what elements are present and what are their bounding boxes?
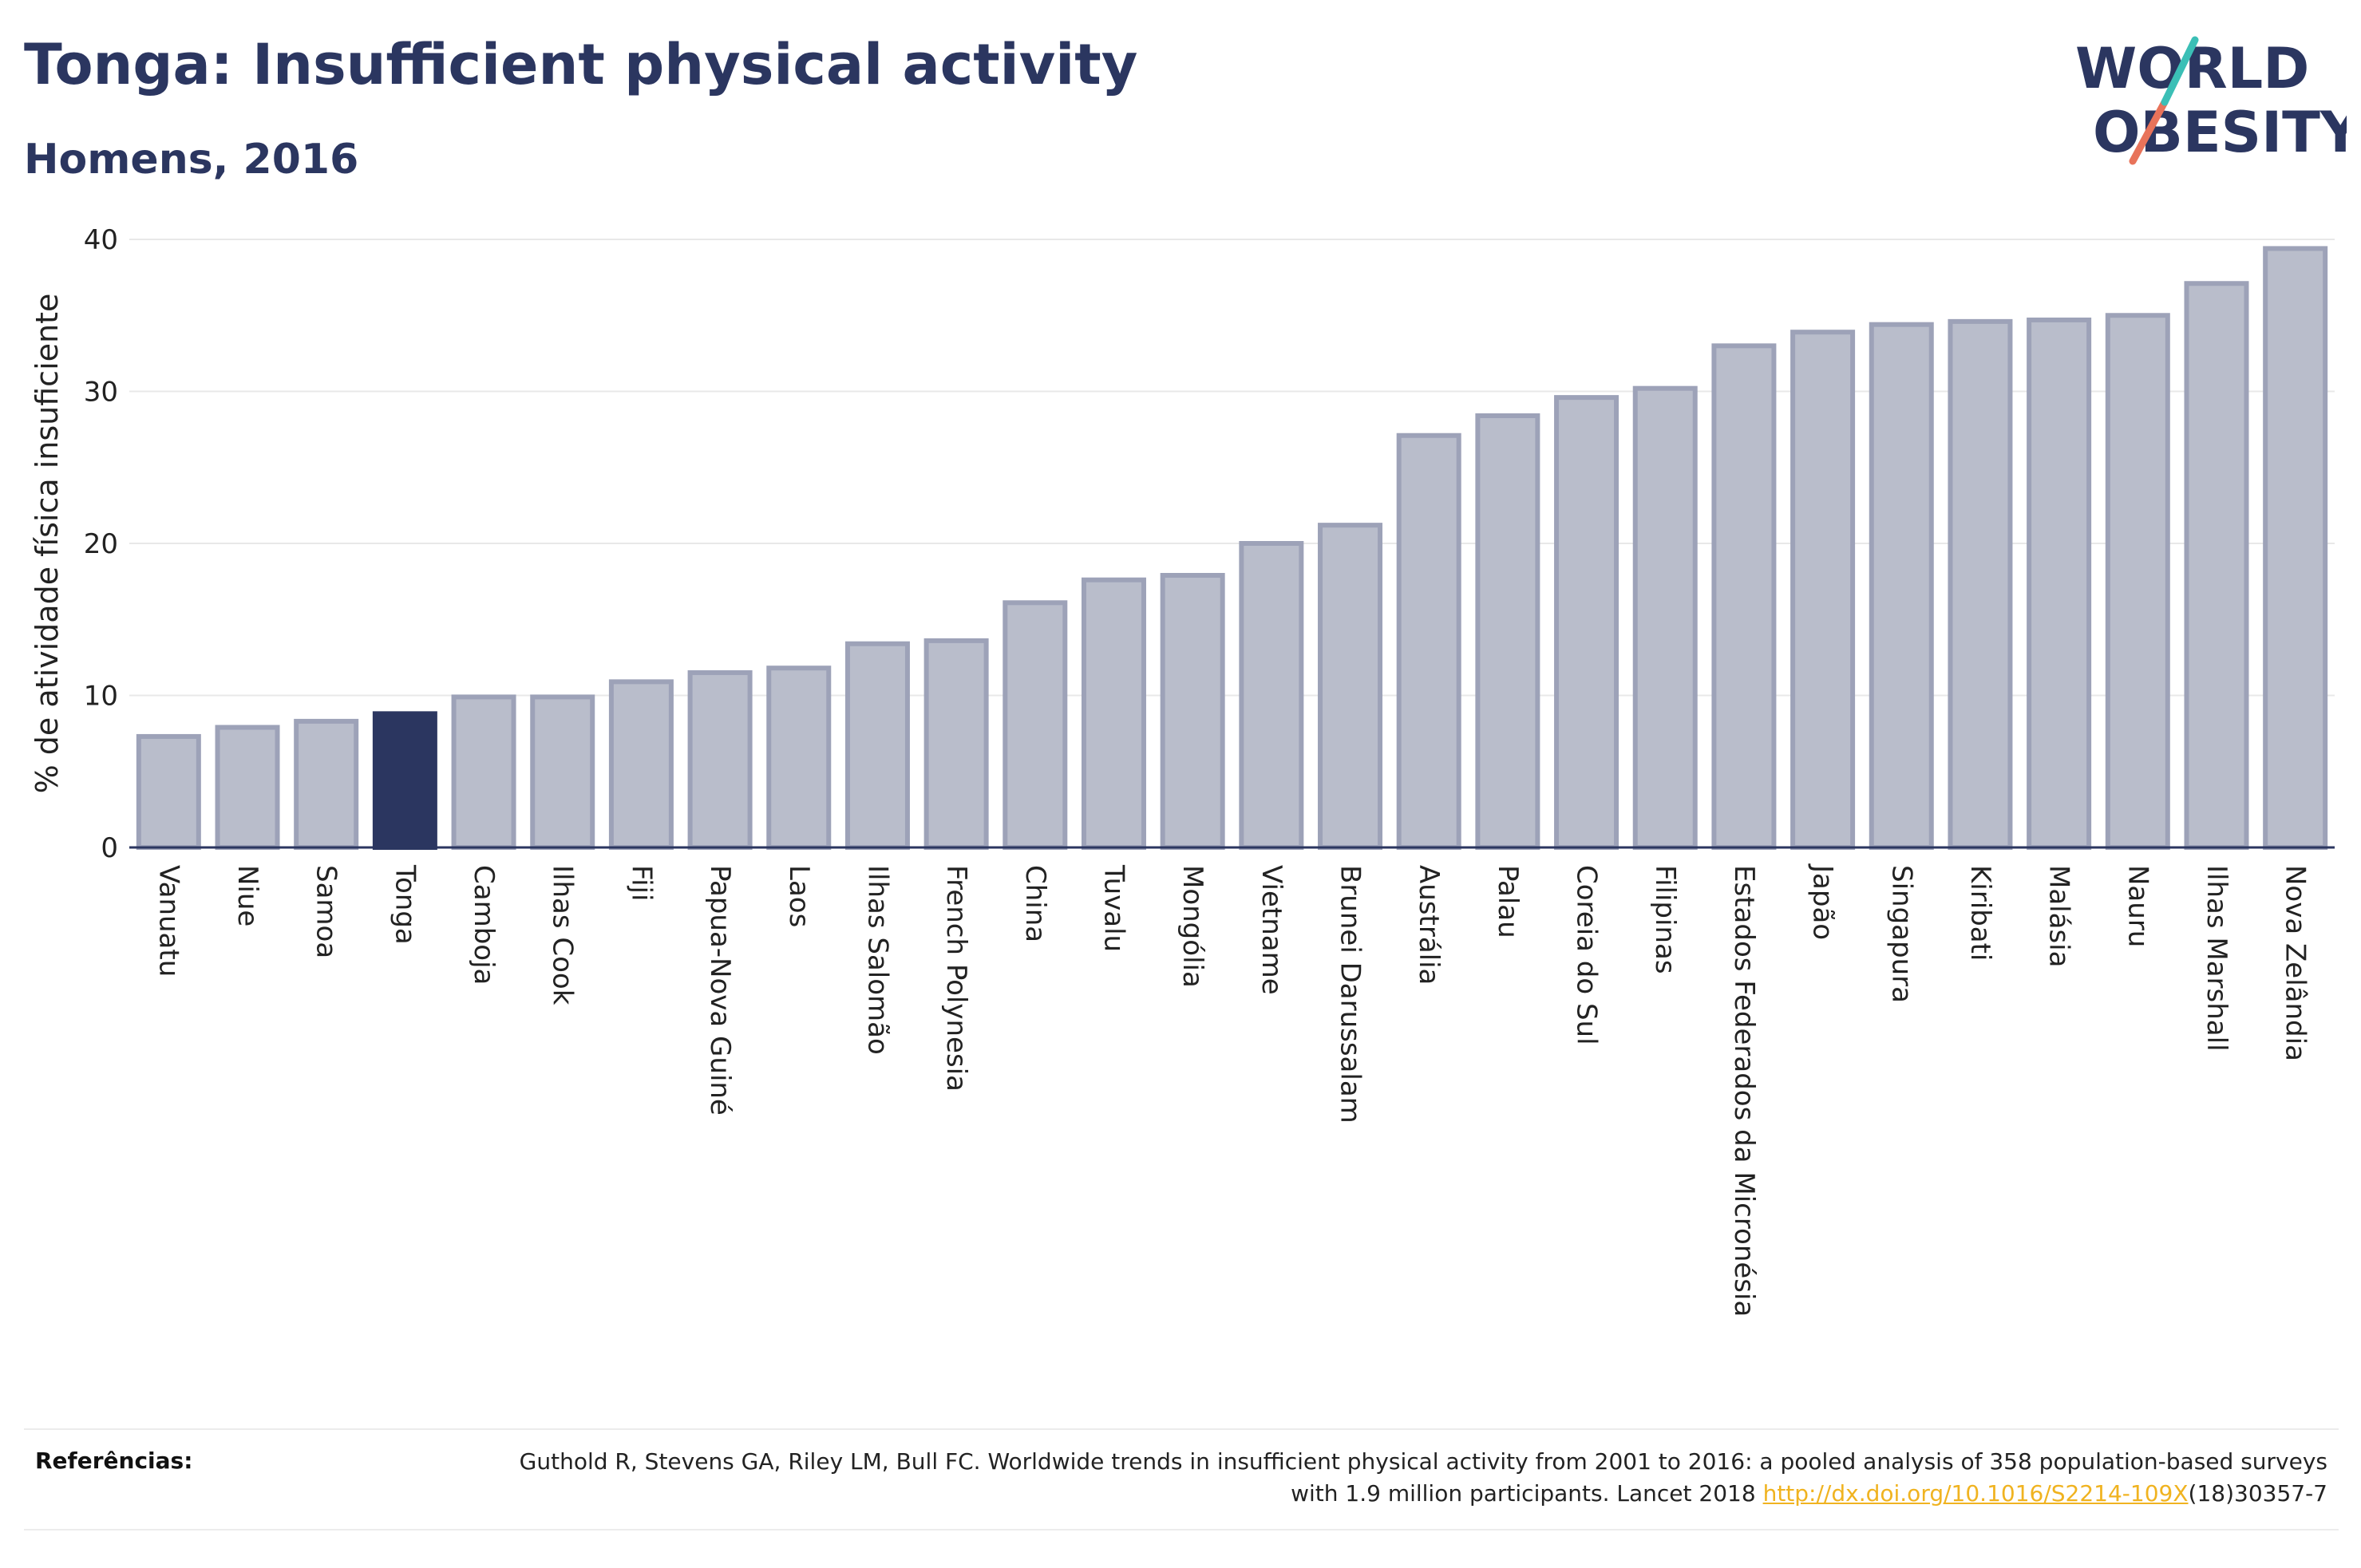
x-tick-label: Kiribati — [1964, 865, 1996, 961]
x-tick-label: Tuvalu — [1097, 864, 1129, 952]
references-footer: Referências: Guthold R, Stevens GA, Rile… — [24, 1428, 2339, 1530]
x-tick-label: Fiji — [625, 865, 657, 901]
x-tick-label: Estados Federados da Micronésia — [1728, 865, 1760, 1317]
bar — [530, 694, 595, 851]
bars — [136, 246, 2328, 851]
bar — [2263, 246, 2328, 850]
x-tick-label: Niue — [231, 865, 263, 926]
x-tick-label: Japão — [1807, 863, 1839, 940]
bar — [608, 679, 674, 850]
x-axis-ticks: Vanuatu Niue Samoa Tonga Camboja Ilhas Cook Fi… — [152, 863, 2311, 1317]
y-axis-ticks: 0 10 20 30 40 — [84, 224, 118, 864]
x-tick-label: Samoa — [310, 865, 342, 958]
bar — [923, 638, 989, 850]
bar — [1396, 432, 1461, 850]
chart-subtitle: Homens, 2016 — [24, 136, 359, 184]
bar — [215, 725, 280, 850]
bar — [687, 669, 753, 850]
x-tick-label: French Polynesia — [940, 865, 972, 1092]
x-tick-label: Laos — [783, 865, 815, 927]
y-tick-label: 40 — [84, 224, 118, 256]
x-tick-label: Ilhas Cook — [547, 865, 579, 1005]
x-tick-label: Tonga — [389, 864, 421, 945]
bar — [2184, 281, 2249, 850]
x-tick-label: Nova Zelândia — [2280, 865, 2312, 1061]
x-tick-label: Nauru — [2122, 865, 2153, 947]
reference-doi-link[interactable]: http://dx.doi.org/10.1016/S2214-109X — [1762, 1480, 2189, 1507]
x-tick-label: Filipinas — [1649, 865, 1681, 974]
x-tick-label: Malásia — [2043, 865, 2075, 967]
bar — [451, 694, 516, 851]
chart-title: Tonga: Insufficient physical activity — [24, 32, 1138, 97]
x-tick-label: Singapura — [1885, 865, 1917, 1003]
bar-highlight — [372, 711, 437, 850]
bar — [1318, 523, 1383, 850]
x-tick-label: Austrália — [1413, 865, 1445, 985]
bar — [1869, 322, 1934, 850]
bar — [294, 718, 359, 851]
y-tick-label: 0 — [101, 832, 118, 864]
x-tick-label: Ilhas Salomão — [861, 865, 893, 1055]
x-tick-label: Ilhas Marshall — [2201, 865, 2232, 1052]
x-tick-label: Mongólia — [1177, 865, 1208, 988]
y-tick-label: 10 — [84, 681, 118, 713]
bar — [1239, 541, 1304, 850]
x-tick-label: Vanuatu — [152, 865, 184, 977]
reference-citation: Guthold R, Stevens GA, Riley LM, Bull FC… — [519, 1448, 2327, 1507]
reference-citation-suffix: (18)30357-7 — [2188, 1480, 2327, 1507]
x-tick-label: Palau — [1492, 865, 1524, 938]
bar — [2027, 317, 2092, 850]
bar — [1711, 343, 1777, 851]
y-tick-label: 20 — [84, 528, 118, 560]
bar — [1632, 385, 1698, 850]
x-tick-label: Brunei Darussalam — [1335, 865, 1366, 1124]
bar — [1160, 573, 1225, 850]
bar — [1554, 395, 1619, 850]
bar — [766, 666, 832, 851]
x-tick-label: China — [1019, 865, 1051, 942]
bar — [136, 733, 201, 850]
x-tick-label: Vietname — [1256, 865, 1287, 995]
x-tick-label: Papua-Nova Guiné — [704, 865, 736, 1116]
world-obesity-logo: WORLD OBESITY — [2075, 36, 2347, 165]
y-axis-label: % de atividade física insuficiente — [30, 294, 65, 794]
bar — [1948, 318, 2013, 850]
bar — [844, 641, 910, 850]
references-label: Referências: — [35, 1448, 193, 1474]
bar-chart: 0 10 20 30 40 Vanuatu Niue Samoa Tonga Camboja Il… — [30, 224, 2335, 1317]
bar — [1003, 600, 1068, 850]
bar — [1790, 330, 1856, 850]
bar — [1081, 577, 1146, 850]
y-tick-label: 30 — [84, 377, 118, 409]
x-tick-label: Coreia do Sul — [1571, 865, 1603, 1045]
logo-slash-red — [2129, 98, 2169, 165]
x-tick-label: Camboja — [468, 865, 500, 985]
references-text: Guthold R, Stevens GA, Riley LM, Bull FC… — [492, 1446, 2327, 1510]
bar — [2105, 313, 2170, 850]
bar — [1475, 413, 1540, 850]
logo-slash-teal — [2161, 36, 2199, 106]
